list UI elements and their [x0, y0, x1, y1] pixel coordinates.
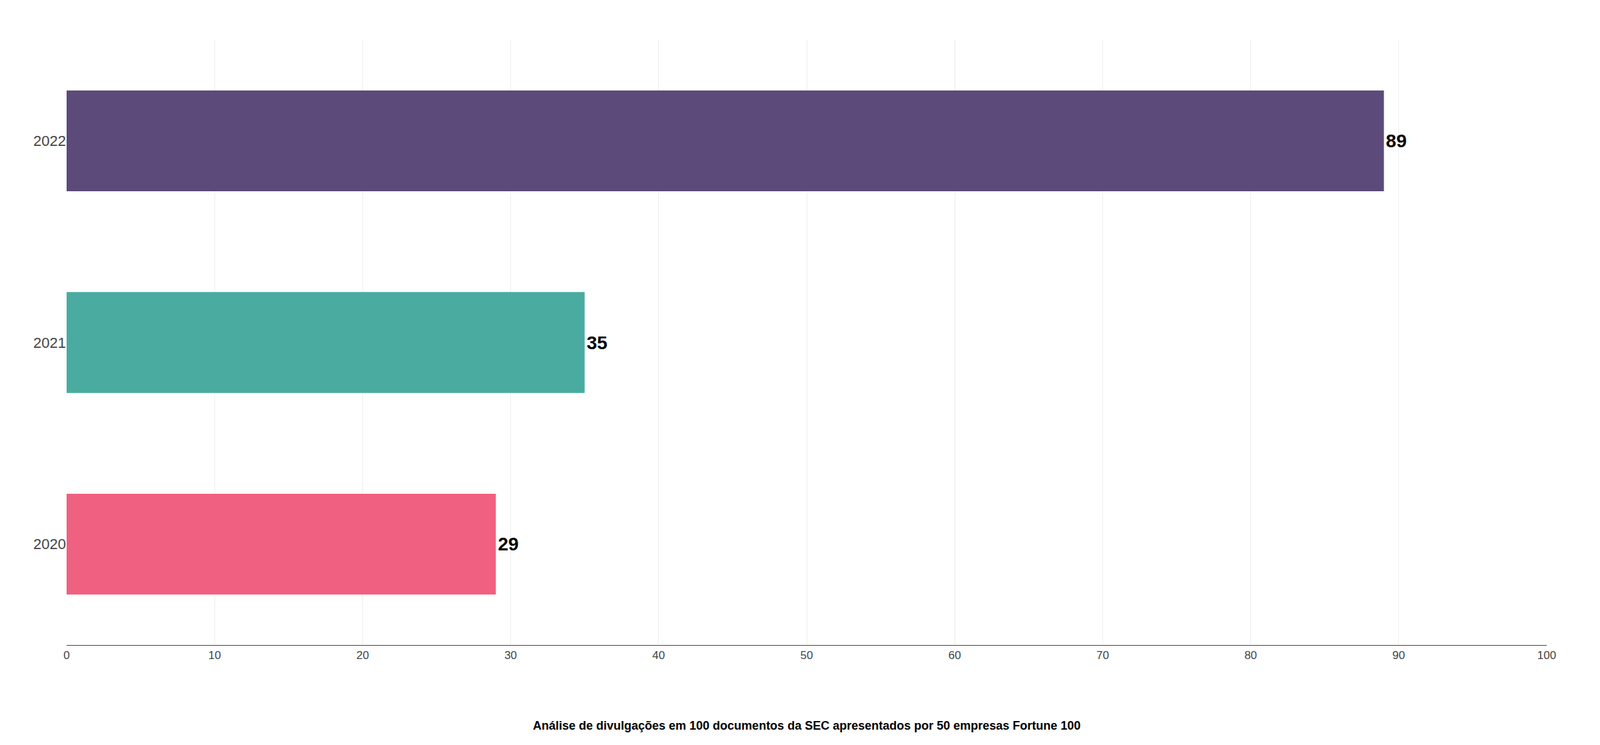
svg-text:90: 90: [1392, 648, 1405, 662]
svg-text:30: 30: [504, 648, 517, 662]
svg-text:10: 10: [208, 648, 222, 662]
svg-text:60: 60: [948, 648, 962, 662]
svg-text:2021: 2021: [33, 334, 66, 352]
svg-text:20: 20: [356, 648, 370, 662]
svg-text:80: 80: [1244, 648, 1257, 662]
svg-text:29: 29: [497, 533, 519, 555]
svg-text:50: 50: [800, 648, 814, 662]
svg-text:89: 89: [1386, 130, 1407, 152]
svg-text:2020: 2020: [33, 535, 66, 553]
svg-text:2022: 2022: [33, 132, 66, 150]
svg-text:40: 40: [652, 648, 665, 662]
svg-text:35: 35: [586, 332, 608, 354]
svg-text:Análise de divulgações em 100: Análise de divulgações em 100 documentos…: [532, 718, 1081, 733]
svg-text:70: 70: [1096, 648, 1110, 662]
svg-text:100: 100: [1537, 648, 1557, 662]
svg-text:0: 0: [63, 648, 70, 662]
